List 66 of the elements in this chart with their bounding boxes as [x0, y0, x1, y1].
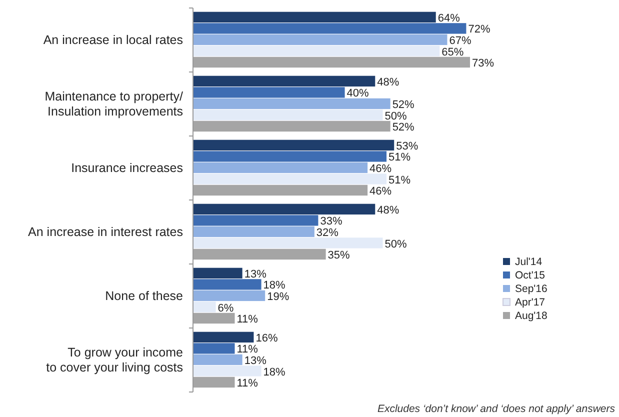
bar [193, 343, 235, 354]
bar [193, 151, 387, 162]
y-tick-label: An increase in local rates [43, 33, 183, 47]
bar [193, 302, 216, 312]
data-label: 73% [472, 58, 494, 70]
text: Excludes ‘don’t know’ and ‘does not apply’ answers [377, 403, 616, 415]
data-label: 16% [256, 332, 278, 344]
data-label: 13% [244, 268, 267, 280]
data-label: 35% [328, 250, 350, 262]
bar [193, 268, 242, 279]
bar [193, 162, 368, 174]
bar [193, 12, 436, 23]
bar [193, 34, 448, 46]
bar [193, 140, 394, 151]
data-label: 19% [267, 291, 290, 303]
data-label: 64% [438, 12, 460, 24]
data-label: 32% [316, 227, 339, 239]
bar [193, 290, 266, 302]
data-label: 53% [396, 140, 418, 152]
bar [193, 215, 318, 226]
data-label: 51% [388, 152, 411, 164]
bar [193, 110, 383, 120]
legend-label: Sep'16 [515, 283, 548, 295]
data-label: 52% [392, 99, 415, 111]
legend-label: Jul'14 [515, 256, 542, 268]
bar [193, 46, 440, 56]
bar [193, 204, 376, 215]
data-label: 11% [236, 344, 258, 356]
bar [193, 366, 262, 376]
y-tick-label: An increase in interest rates [28, 225, 183, 239]
bar [193, 354, 242, 366]
bar [193, 279, 262, 290]
data-label: 52% [392, 122, 415, 134]
data-label: 67% [449, 35, 472, 47]
y-tick-label: To grow your income to cover your living costs [46, 346, 184, 374]
data-label: 48% [377, 76, 400, 88]
data-label: 48% [377, 204, 400, 216]
data-label: 51% [388, 174, 411, 186]
y-tick-label: None of these [105, 289, 184, 303]
data-label: 11% [236, 378, 258, 390]
legend-label: Aug'18 [515, 310, 548, 322]
data-label: 46% [370, 163, 392, 175]
data-label: 50% [384, 238, 407, 250]
bar [193, 87, 345, 98]
bar [193, 76, 376, 87]
data-label: 40% [346, 88, 370, 100]
data-label: 46% [370, 186, 392, 198]
data-label: 18% [263, 366, 286, 378]
data-label: 18% [263, 280, 286, 292]
bar [193, 332, 254, 343]
data-label: 72% [468, 24, 490, 36]
data-label: 6% [218, 302, 234, 314]
y-tick-label: Maintenance to property/ Insulation improvements [44, 90, 184, 118]
bar [193, 238, 383, 248]
bar [193, 174, 387, 184]
bar [193, 226, 314, 238]
data-label: 33% [320, 216, 342, 228]
bar [193, 98, 390, 110]
legend-label: Apr'17 [515, 296, 546, 308]
y-tick-label: Insurance increases [71, 161, 183, 175]
data-label: 65% [442, 46, 464, 58]
data-label: 13% [244, 355, 267, 367]
data-label: 11% [236, 314, 258, 326]
bar [193, 23, 466, 34]
legend-label: Oct'15 [515, 270, 546, 282]
data-label: 50% [384, 110, 407, 122]
